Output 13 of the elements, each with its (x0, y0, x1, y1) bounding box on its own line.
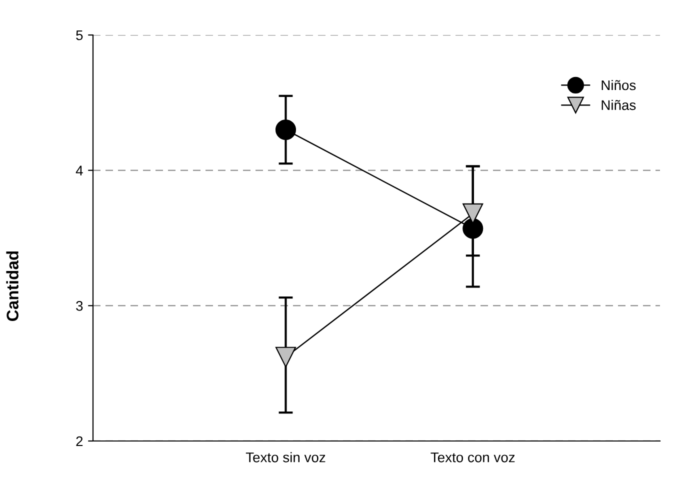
point (275, 346, 296, 368)
point (462, 218, 484, 239)
x-tick-label: Texto con voz (430, 452, 515, 462)
x-tick-label: Texto sin voz (246, 452, 326, 462)
legend-label: Niños (602, 80, 636, 90)
point (275, 119, 296, 140)
point (462, 203, 484, 224)
y-tick-label: 2 (76, 436, 83, 446)
y-tick-label: 5 (76, 30, 83, 40)
y-tick-label: 4 (76, 166, 83, 176)
legend-label: Niñas (602, 100, 636, 110)
y-tick-label: 3 (76, 301, 83, 311)
y-axis-title: Cantidad (6, 251, 18, 321)
